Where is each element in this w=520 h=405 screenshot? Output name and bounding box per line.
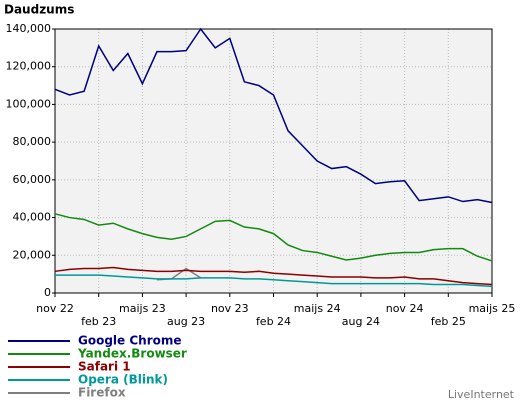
series-line (54, 266, 493, 286)
y-tick-label: 80,000 (13, 135, 52, 148)
x-tick-label: aug 24 (342, 315, 380, 328)
x-tick-label: maijs 23 (119, 302, 166, 315)
y-tick-label: 0 (44, 286, 51, 299)
credit: LiveInternet (448, 388, 515, 401)
y-tick-label: 40,000 (13, 211, 52, 224)
legend-label: Safari 1 (78, 360, 131, 374)
x-tick-label: aug 23 (167, 315, 205, 328)
y-tick-label: 20,000 (13, 248, 52, 261)
y-tick-label: 140,000 (6, 22, 52, 35)
chart-title: Daudzums (4, 3, 74, 17)
legend-label: Yandex.Browser (77, 347, 187, 361)
legend-label: Google Chrome (78, 334, 182, 348)
y-tick-label: 60,000 (13, 173, 52, 186)
x-tick-label: maijs 25 (469, 302, 516, 315)
x-tick-label: nov 24 (386, 302, 424, 315)
legend-label: Opera (Blink) (78, 373, 168, 387)
x-tick-label: maijs 24 (294, 302, 341, 315)
x-tick-label: feb 23 (81, 315, 116, 328)
series-line (54, 213, 493, 262)
x-tick-label: nov 23 (211, 302, 249, 315)
x-tick-label: feb 25 (431, 315, 466, 328)
y-tick-label: 100,000 (6, 97, 52, 110)
series-line (55, 274, 493, 288)
series-line (54, 27, 493, 204)
x-tick-label: feb 24 (256, 315, 291, 328)
plot-border (54, 28, 493, 294)
legend-label: Firefox (78, 386, 126, 400)
x-tick-label: nov 22 (36, 302, 74, 315)
y-tick-label: 120,000 (6, 60, 52, 73)
